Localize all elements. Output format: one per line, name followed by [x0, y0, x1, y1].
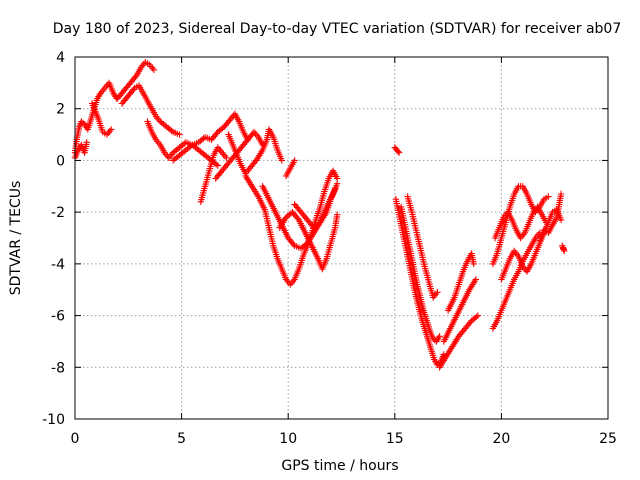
x-tick-label: 10	[279, 431, 297, 447]
data-point	[434, 289, 441, 296]
data-point	[470, 260, 477, 268]
data-point	[334, 211, 341, 218]
y-tick-label: -6	[51, 309, 65, 325]
x-tick-label: 5	[177, 431, 186, 447]
data-point	[334, 180, 341, 187]
axis-ticks: 0 5 10 15 20 25 -10 -8 -6 -4 -2 0 2 4	[42, 50, 617, 447]
y-tick-label: -8	[51, 360, 65, 376]
data-point	[436, 333, 443, 340]
data-point	[559, 242, 566, 249]
data-point	[394, 148, 402, 155]
chart-title: Day 180 of 2023, Sidereal Day-to-day VTE…	[53, 21, 622, 37]
data-point	[176, 131, 183, 138]
x-tick-label: 25	[599, 431, 617, 447]
y-tick-label: 2	[56, 102, 65, 118]
data-point	[474, 312, 482, 319]
data-point	[557, 216, 565, 224]
data-point	[83, 139, 90, 146]
data-point	[545, 193, 552, 200]
data-point	[108, 126, 115, 133]
data-point	[278, 157, 285, 164]
data-point	[291, 157, 298, 164]
data-point	[395, 149, 403, 156]
data-point	[214, 162, 221, 169]
y-tick-label: -2	[51, 205, 65, 221]
y-axis-label: SDTVAR / TECUs	[8, 181, 24, 296]
data-point	[472, 276, 479, 283]
x-axis-label: GPS time / hours	[281, 458, 398, 474]
data-point	[223, 154, 230, 161]
data-point	[557, 190, 565, 198]
data-points	[71, 59, 568, 371]
x-tick-label: 20	[492, 431, 510, 447]
y-tick-label: -10	[42, 412, 65, 428]
x-tick-label: 0	[71, 431, 80, 447]
y-tick-label: -4	[51, 257, 65, 273]
y-tick-label: 4	[56, 50, 65, 66]
plot-frame	[74, 56, 609, 420]
y-tick-label: 0	[56, 153, 65, 169]
data-point	[213, 130, 220, 137]
x-tick-label: 15	[386, 431, 404, 447]
data-point	[150, 66, 158, 74]
data-point	[226, 117, 233, 124]
